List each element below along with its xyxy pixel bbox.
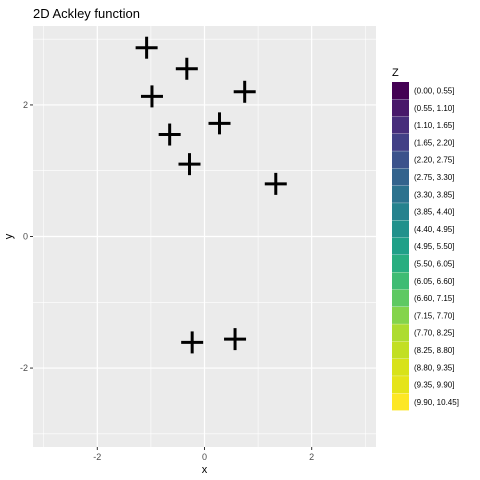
legend-swatch [392, 358, 409, 376]
legend-swatch [392, 168, 409, 186]
legend-swatch [392, 133, 409, 151]
legend-item: (7.15, 7.70] [392, 306, 454, 324]
legend-swatch [392, 255, 409, 272]
legend-items: (0.00, 0.55] (0.55, 1.10] (1.10, 1.65] (1.6… [392, 82, 459, 411]
legend-swatch [392, 116, 409, 134]
legend-label: (6.05, 6.60] [414, 277, 454, 286]
legend-label: (7.70, 8.25] [414, 329, 454, 338]
legend-label: (1.65, 2.20] [414, 138, 454, 147]
data-point [208, 112, 231, 135]
legend-item: (5.50, 6.05] [392, 255, 454, 272]
legend-swatch [392, 341, 409, 359]
legend-label: (9.35, 9.90] [414, 381, 454, 390]
legend-label: (3.30, 3.85] [414, 190, 454, 199]
legend-swatch [392, 306, 409, 324]
legend-swatch [392, 289, 409, 307]
grid-lines [33, 26, 376, 447]
legend-item: (2.20, 2.75] [392, 151, 454, 169]
legend-label: (3.85, 4.40] [414, 208, 454, 217]
data-point [264, 172, 287, 195]
data-point [175, 57, 198, 80]
x-axis-title: x [202, 464, 208, 476]
legend-item: (9.35, 9.90] [392, 376, 454, 394]
legend-swatch [392, 393, 409, 411]
y-tick-label: -2 [20, 363, 28, 373]
legend-label: (7.15, 7.70] [414, 311, 454, 320]
legend-item: (7.70, 8.25] [392, 324, 454, 342]
legend-item: (3.30, 3.85] [392, 185, 454, 203]
legend-label: (2.20, 2.75] [414, 156, 454, 165]
legend-item: (3.85, 4.40] [392, 203, 454, 221]
data-point [233, 80, 256, 103]
legend-item: (0.55, 1.10] [392, 99, 454, 117]
chart-title: 2D Ackley function [33, 6, 140, 21]
legend-swatch [392, 220, 409, 238]
legend-swatch [392, 151, 409, 169]
legend-item: (6.60, 7.15] [392, 289, 454, 307]
legend-swatch [392, 272, 409, 290]
data-point [140, 85, 163, 108]
legend-swatch [392, 324, 409, 342]
legend-item: (4.95, 5.50] [392, 237, 454, 255]
legend-swatch [392, 82, 409, 99]
x-tick-label: 0 [202, 452, 207, 462]
legend-item: (2.75, 3.30] [392, 168, 454, 186]
legend-item: (1.65, 2.20] [392, 133, 454, 151]
legend-swatch [392, 99, 409, 117]
y-tick-label: 2 [23, 100, 28, 110]
legend-label: (6.60, 7.15] [414, 294, 454, 303]
legend-item: (8.25, 8.80] [392, 341, 454, 359]
data-point [158, 123, 181, 146]
legend-swatch [392, 237, 409, 255]
data-point [224, 328, 247, 351]
legend-label: (0.00, 0.55] [414, 87, 454, 96]
x-axis-ticks: -2 0 2 [93, 447, 314, 462]
y-tick-label: 0 [23, 232, 28, 242]
legend-label: (5.50, 6.05] [414, 260, 454, 269]
legend-label: (4.40, 4.95] [414, 225, 454, 234]
legend-label: (8.25, 8.80] [414, 346, 454, 355]
legend-item: (0.00, 0.55] [392, 82, 454, 99]
legend-swatch [392, 376, 409, 394]
data-point [135, 36, 158, 59]
data-points [135, 36, 287, 354]
legend: Z (0.00, 0.55] (0.55, 1.10] (1.10, 1.65] (1… [392, 67, 459, 411]
x-tick-label: 2 [309, 452, 314, 462]
legend-title: Z [392, 67, 399, 79]
y-axis-ticks: -2 0 2 [20, 100, 33, 373]
legend-item: (4.40, 4.95] [392, 220, 454, 238]
legend-item: (8.80, 9.35] [392, 358, 454, 376]
legend-swatch [392, 185, 409, 203]
legend-label: (1.10, 1.65] [414, 121, 454, 130]
legend-label: (2.75, 3.30] [414, 173, 454, 182]
legend-label: (8.80, 9.35] [414, 363, 454, 372]
legend-label: (0.55, 1.10] [414, 104, 454, 113]
legend-item: (9.90, 10.45] [392, 393, 459, 411]
y-axis-title: y [3, 233, 15, 239]
x-tick-label: -2 [93, 452, 101, 462]
legend-swatch [392, 203, 409, 221]
legend-item: (6.05, 6.60] [392, 272, 454, 290]
data-point [178, 153, 201, 176]
data-point [181, 331, 204, 354]
legend-item: (1.10, 1.65] [392, 116, 454, 134]
legend-label: (4.95, 5.50] [414, 242, 454, 251]
legend-label: (9.90, 10.45] [414, 398, 459, 407]
